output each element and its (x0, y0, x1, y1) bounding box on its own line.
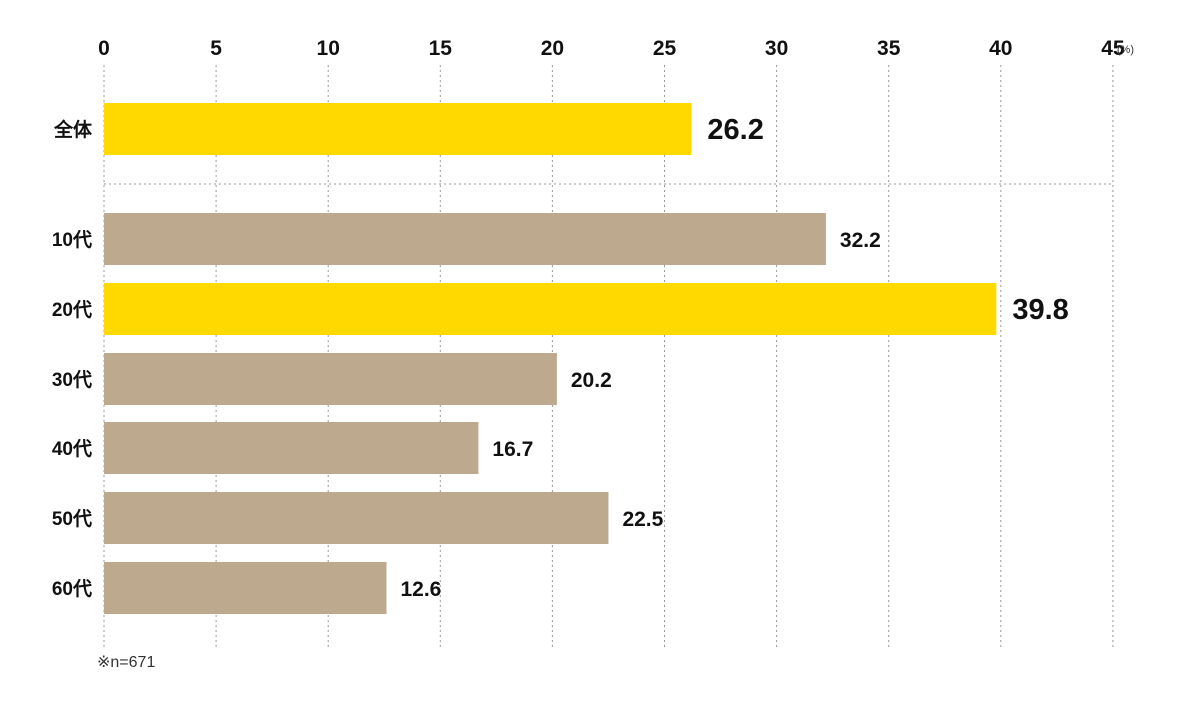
sample-size-note: ※n=671 (97, 654, 156, 671)
bar (104, 492, 609, 544)
value-label: 26.2 (707, 114, 763, 146)
category-label: 40代 (52, 438, 92, 460)
bar (104, 353, 557, 405)
value-label: 39.8 (1012, 294, 1068, 326)
value-label: 22.5 (622, 508, 663, 531)
x-tick-label: 10 (317, 37, 340, 60)
category-label: 全体 (53, 118, 93, 141)
x-tick-label: 40 (989, 37, 1012, 60)
category-label: 50代 (52, 508, 92, 530)
category-label: 60代 (52, 578, 92, 600)
x-tick-label: 35 (877, 37, 901, 60)
x-tick-label: 0 (98, 37, 110, 60)
value-label: 20.2 (571, 369, 612, 392)
x-tick-label: 20 (541, 37, 564, 60)
value-label: 16.7 (492, 438, 533, 461)
bar (104, 562, 387, 614)
bar (104, 283, 997, 335)
bar (104, 213, 826, 265)
x-tick-label: 15 (429, 37, 453, 60)
x-tick-label: 30 (765, 37, 788, 60)
category-label: 20代 (52, 299, 92, 321)
unit-label: (%) (1117, 44, 1134, 56)
x-tick-label: 25 (653, 37, 677, 60)
x-tick-label: 5 (210, 37, 222, 60)
value-label: 32.2 (840, 229, 881, 252)
category-label: 30代 (52, 369, 92, 391)
bar (104, 103, 692, 155)
bar (104, 422, 479, 474)
category-label: 10代 (52, 229, 92, 251)
x-tick-label: 45 (1101, 37, 1125, 60)
value-label: 12.6 (400, 578, 441, 601)
